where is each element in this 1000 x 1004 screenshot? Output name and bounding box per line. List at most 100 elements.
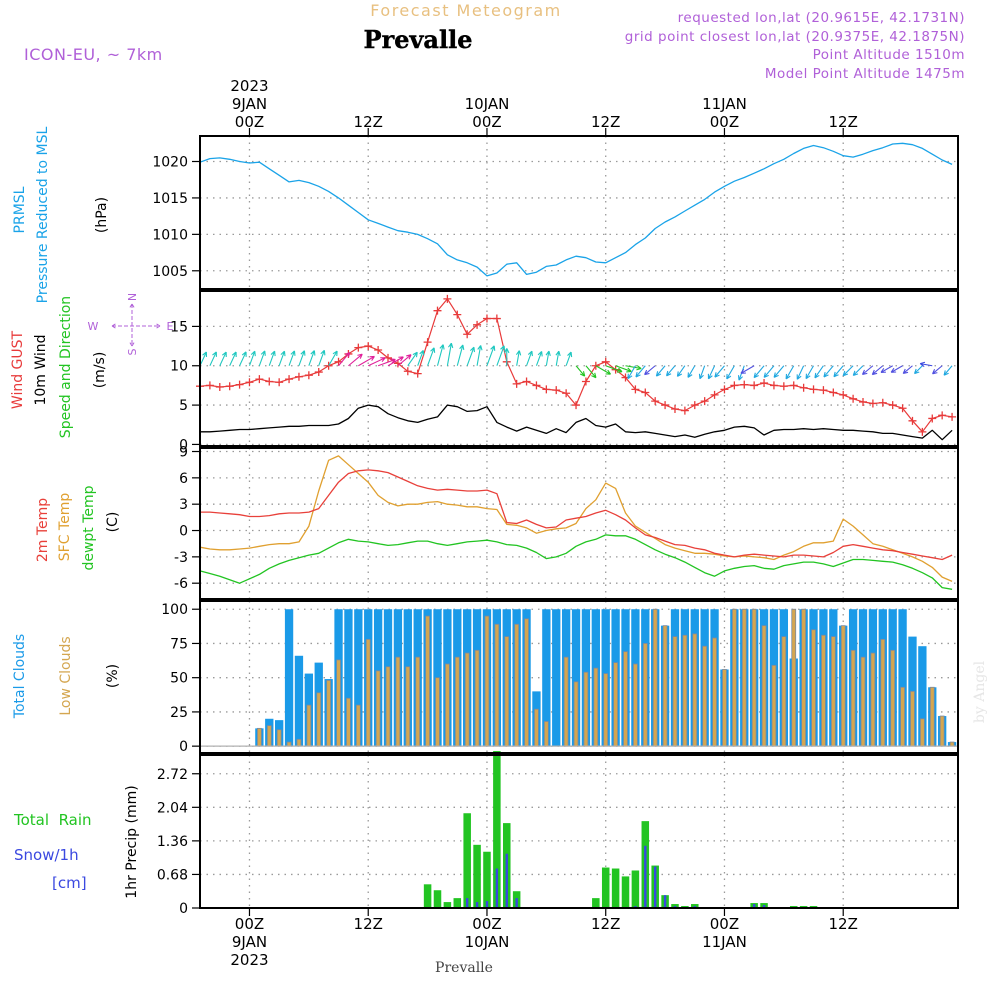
temperature-ytick-label: 9	[179, 445, 188, 461]
total-cloud-bar	[571, 609, 581, 747]
top-time-label: 00Z	[472, 113, 501, 131]
low-cloud-bar	[850, 649, 856, 747]
clouds-ytick-label: 0	[179, 739, 188, 755]
gust-marker	[819, 386, 828, 395]
wind-direction-arrow	[871, 365, 884, 376]
clouds-ytick-label: 50	[170, 671, 188, 687]
rain-bar	[423, 884, 432, 908]
gust-marker	[314, 368, 323, 377]
snow-bar	[505, 853, 508, 908]
precip-unit: 1hr Precip (mm)	[124, 785, 140, 898]
gust-marker	[354, 343, 363, 352]
temp-label-2m: 2m Temp	[35, 498, 51, 562]
temp-unit: (C)	[105, 512, 121, 533]
wind-direction-arrow	[456, 344, 465, 366]
wind-direction-arrow	[367, 357, 386, 367]
clouds-unit: (%)	[105, 664, 121, 688]
total-cloud-bar	[918, 646, 927, 747]
wind-direction-arrow	[763, 365, 775, 378]
footer-location: Prevalle	[435, 960, 493, 976]
low-cloud-bar	[672, 636, 678, 747]
gust-marker	[809, 385, 818, 394]
low-cloud-bar	[375, 670, 381, 747]
top-time-label: 12Z	[354, 113, 383, 131]
gust-marker	[215, 382, 224, 391]
gust-marker	[680, 406, 689, 415]
wind-direction-arrow	[687, 365, 696, 378]
temperature-ytick-label: 3	[179, 497, 188, 513]
wind-direction-arrow	[740, 365, 755, 374]
compass-s: S	[126, 348, 139, 355]
rain-bar	[493, 751, 501, 908]
wind-compass-legend: W E N S	[88, 293, 174, 356]
gust-marker	[829, 388, 838, 397]
low-cloud-bar	[870, 652, 876, 747]
low-cloud-bar	[662, 625, 668, 747]
gust-marker	[690, 401, 699, 410]
bottom-time-label: 12Z	[829, 915, 858, 933]
low-cloud-bar	[682, 634, 688, 747]
gust-marker	[710, 390, 719, 399]
total-cloud-bar	[898, 609, 907, 747]
wind-direction-arrow	[707, 365, 716, 380]
wind-direction-arrow	[796, 365, 805, 380]
wind-direction-arrow	[504, 348, 510, 366]
wind-unit: (m/s)	[92, 352, 108, 389]
location-title: Prevalle	[364, 25, 473, 54]
wind-direction-arrow	[814, 365, 824, 379]
precip-ytick-label: 1.36	[157, 834, 188, 850]
low-cloud-bar	[514, 623, 520, 747]
pressure-label-prmsl: PRMSL	[12, 186, 28, 233]
gust-marker	[581, 377, 590, 386]
wind-ytick-label: 5	[179, 398, 188, 414]
gust-marker	[304, 371, 313, 380]
low-cloud-bar	[741, 608, 747, 747]
wind-direction-arrow	[338, 351, 351, 367]
gust-marker	[769, 381, 778, 390]
total-cloud-bar	[542, 609, 551, 747]
wind-direction-arrow	[714, 365, 725, 378]
rain-bar	[601, 867, 610, 908]
low-cloud-bar	[712, 637, 717, 747]
clouds-ytick-label: 100	[161, 602, 188, 618]
wind-direction-arrow	[535, 351, 543, 366]
wind-direction-arrow	[585, 365, 597, 379]
gust-marker	[205, 381, 214, 390]
top-time-label: 00Z	[235, 113, 264, 131]
compass-e: E	[167, 320, 174, 333]
wind-direction-arrow	[358, 355, 375, 367]
low-cloud-bar	[751, 608, 757, 747]
wind-direction-arrow	[676, 365, 686, 377]
rain-bar	[453, 898, 462, 908]
low-cloud-bar	[256, 727, 262, 747]
gust-marker	[512, 379, 521, 388]
gust-marker	[423, 338, 432, 347]
temperature-ytick-label: 0	[179, 524, 188, 540]
wind-direction-arrow	[852, 365, 864, 377]
rain-bar	[443, 902, 452, 908]
low-cloud-bar	[830, 636, 836, 747]
wind-direction-arrow	[635, 365, 646, 378]
2m-temp-line	[200, 469, 953, 561]
low-cloud-bar	[771, 664, 777, 747]
rain-bar	[621, 876, 630, 908]
gust-marker	[661, 401, 670, 410]
low-cloud-bar	[474, 649, 480, 747]
low-cloud-bar	[385, 666, 391, 747]
wind-direction-arrow	[902, 365, 913, 375]
temperature-frame	[199, 447, 959, 600]
wind-direction-arrow	[199, 351, 208, 366]
wind-direction-arrow	[698, 365, 706, 380]
gust-marker	[542, 385, 551, 394]
gust-marker	[740, 380, 749, 389]
pressure-ytick-label: 1005	[152, 264, 188, 280]
wind-direction-arrow	[666, 365, 676, 377]
low-cloud-bar	[890, 649, 896, 747]
snow-bar	[762, 905, 766, 908]
pressure-line	[199, 142, 953, 277]
chart-marks: 1005101010151020051015-6-303690255075100…	[152, 77, 959, 969]
low-cloud-bar	[395, 656, 401, 747]
wind-direction-arrow	[644, 365, 656, 376]
gust-marker	[374, 346, 383, 355]
